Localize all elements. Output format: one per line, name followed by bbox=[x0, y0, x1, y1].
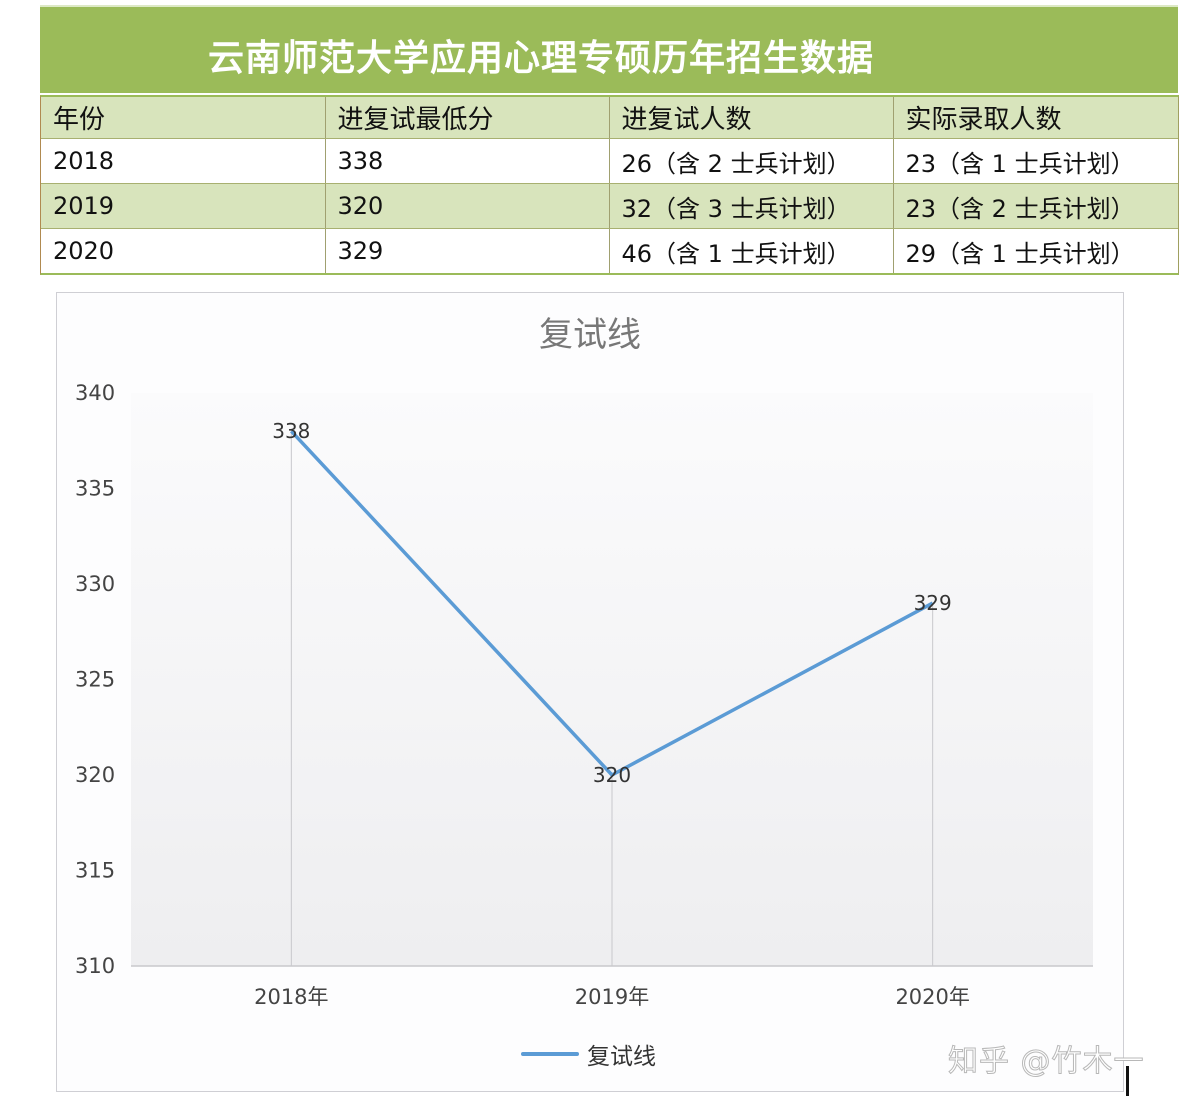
y-tick-label: 310 bbox=[75, 954, 115, 978]
cell-interview-count: 32（含 3 士兵计划） bbox=[609, 183, 894, 229]
watermark: 知乎 @竹木一 bbox=[948, 1044, 1145, 1080]
x-tick-label: 2020年 bbox=[895, 985, 969, 1009]
cell-admitted-count: 29（含 1 士兵计划） bbox=[893, 228, 1178, 273]
y-tick-label: 325 bbox=[75, 668, 115, 692]
legend-label: 复试线 bbox=[587, 1044, 656, 1070]
cell-min-score: 338 bbox=[325, 138, 610, 184]
data-point-label: 338 bbox=[272, 419, 310, 443]
column-header-min-score: 进复试最低分 bbox=[325, 97, 610, 139]
cell-year: 2020 bbox=[41, 228, 326, 273]
series-line-retest-score bbox=[290, 430, 934, 777]
table-header-row: 年份 进复试最低分 进复试人数 实际录取人数 bbox=[41, 97, 1178, 139]
cell-year: 2018 bbox=[41, 138, 326, 184]
column-header-year: 年份 bbox=[41, 97, 326, 139]
y-axis-ticks: 310 315 320 325 330 335 340 bbox=[75, 381, 115, 978]
cell-min-score: 329 bbox=[325, 228, 610, 273]
y-tick-label: 330 bbox=[75, 572, 115, 596]
cell-year: 2019 bbox=[41, 183, 326, 229]
data-labels: 338 320 329 bbox=[272, 419, 952, 787]
cell-interview-count: 26（含 2 士兵计划） bbox=[609, 138, 894, 184]
legend-line-swatch-icon bbox=[521, 1052, 579, 1056]
line-chart: 复试线 310 315 320 325 330 335 340 2018年 2019年 2020… bbox=[56, 292, 1124, 1092]
enrollment-table: 年份 进复试最低分 进复试人数 实际录取人数 2018 338 26（含 2 士… bbox=[40, 95, 1179, 275]
page-title: 云南师范大学应用心理专硕历年招生数据 bbox=[208, 37, 875, 79]
x-tick-label: 2018年 bbox=[254, 985, 328, 1009]
column-header-interview-count: 进复试人数 bbox=[609, 97, 894, 139]
category-gridlines bbox=[290, 431, 934, 966]
x-axis-labels: 2018年 2019年 2020年 bbox=[254, 985, 970, 1009]
y-tick-label: 320 bbox=[75, 763, 115, 787]
y-tick-label: 335 bbox=[75, 477, 115, 501]
cell-interview-count: 46（含 1 士兵计划） bbox=[609, 228, 894, 273]
title-banner: 云南师范大学应用心理专硕历年招生数据 bbox=[40, 5, 1178, 93]
table-row: 2020 329 46（含 1 士兵计划） 29（含 1 士兵计划） bbox=[41, 228, 1178, 273]
x-tick-label: 2019年 bbox=[575, 985, 649, 1009]
cell-min-score: 320 bbox=[325, 183, 610, 229]
chart-legend: 复试线 bbox=[521, 1037, 656, 1071]
y-tick-label: 315 bbox=[75, 859, 115, 883]
y-tick-label: 340 bbox=[75, 381, 115, 405]
column-header-admitted-count: 实际录取人数 bbox=[893, 97, 1178, 139]
chart-plot-area: 310 315 320 325 330 335 340 2018年 2019年 2020年 33… bbox=[75, 381, 1093, 1009]
table-row: 2019 320 32（含 3 士兵计划） 23（含 2 士兵计划） bbox=[41, 183, 1178, 229]
data-point-label: 329 bbox=[914, 591, 952, 615]
table-row: 2018 338 26（含 2 士兵计划） 23（含 1 士兵计划） bbox=[41, 138, 1178, 184]
cell-admitted-count: 23（含 1 士兵计划） bbox=[893, 138, 1178, 184]
chart-title: 复试线 bbox=[539, 315, 641, 355]
cell-admitted-count: 23（含 2 士兵计划） bbox=[893, 183, 1178, 229]
text-cursor-icon bbox=[1126, 1066, 1129, 1096]
data-point-label: 320 bbox=[593, 763, 631, 787]
